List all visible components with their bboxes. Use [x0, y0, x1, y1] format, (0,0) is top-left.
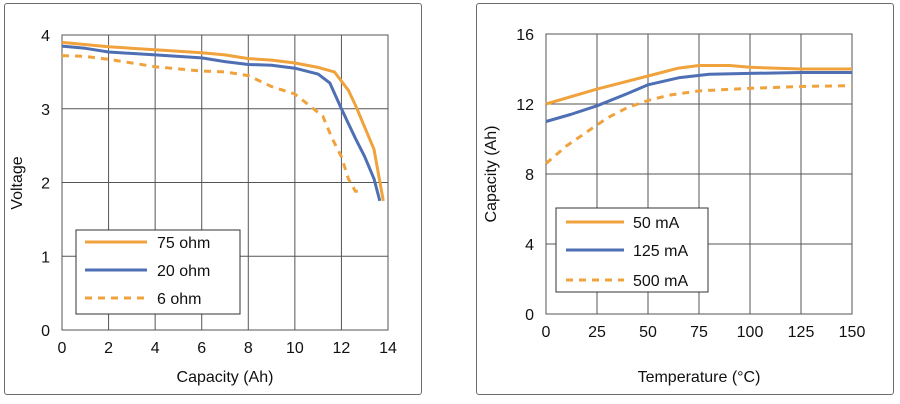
series-lines [61, 40, 385, 202]
y-tick-label: 8 [525, 167, 534, 184]
x-tick-label: 50 [639, 324, 657, 341]
x-tick-label: 25 [588, 324, 606, 341]
plot-area-border [61, 34, 389, 331]
legend-label: 500 mA [633, 273, 688, 290]
y-tick-label: 1 [41, 249, 50, 266]
legend-label: 50 mA [633, 215, 680, 232]
y-tick-label: 4 [525, 237, 534, 254]
legend-label: 125 mA [633, 243, 688, 260]
y-tick-label: 3 [41, 102, 50, 119]
legend-label: 6 ohm [157, 291, 201, 308]
x-tick-label: 150 [839, 324, 866, 341]
x-tick-label: 2 [104, 340, 113, 357]
y-tick-label: 12 [516, 97, 534, 114]
y-axis-title: Capacity (Ah) [483, 126, 500, 223]
series-line-500-mA [545, 84, 853, 165]
legend-label: 75 ohm [157, 235, 210, 252]
series-lines [545, 64, 853, 165]
series-line-125-mA [545, 71, 852, 123]
y-tick-label: 0 [525, 307, 534, 324]
series-line-20-ohm [61, 44, 382, 202]
x-tick-label: 0 [58, 340, 67, 357]
x-tick-label: 4 [151, 340, 160, 357]
tick-labels: 0 25 50 75 100 125 150 0 4 8 12 16 [516, 27, 865, 341]
x-axis-title: Temperature (°C) [638, 369, 761, 386]
x-tick-label: 14 [379, 340, 397, 357]
y-axis-title: Voltage [9, 156, 26, 209]
x-tick-label: 10 [286, 340, 304, 357]
x-tick-label: 100 [737, 324, 764, 341]
x-tick-label: 125 [788, 324, 815, 341]
y-tick-label: 0 [41, 323, 50, 340]
legend: 75 ohm 20 ohm 6 ohm [75, 229, 241, 315]
legend: 50 mA 125 mA 500 mA [555, 207, 709, 293]
y-tick-label: 4 [41, 28, 50, 45]
x-tick-label: 75 [690, 324, 708, 341]
series-line-50-mA [545, 64, 852, 106]
x-tick-label: 0 [542, 324, 551, 341]
series-line-6-ohm [61, 54, 361, 193]
legend-label: 20 ohm [157, 263, 210, 280]
capacity-vs-temperature-chart: 0 25 50 75 100 125 150 0 4 8 12 16 50 mA 125 mA 500 mA… [483, 27, 865, 386]
legend-box [75, 229, 241, 315]
plot-area-border [545, 33, 853, 315]
x-axis-title: Capacity (Ah) [177, 369, 274, 386]
series-line-75-ohm [61, 40, 385, 202]
y-tick-label: 16 [516, 27, 534, 44]
x-tick-label: 12 [333, 340, 351, 357]
x-tick-label: 6 [197, 340, 206, 357]
y-tick-label: 2 [41, 176, 50, 193]
x-tick-label: 8 [244, 340, 253, 357]
